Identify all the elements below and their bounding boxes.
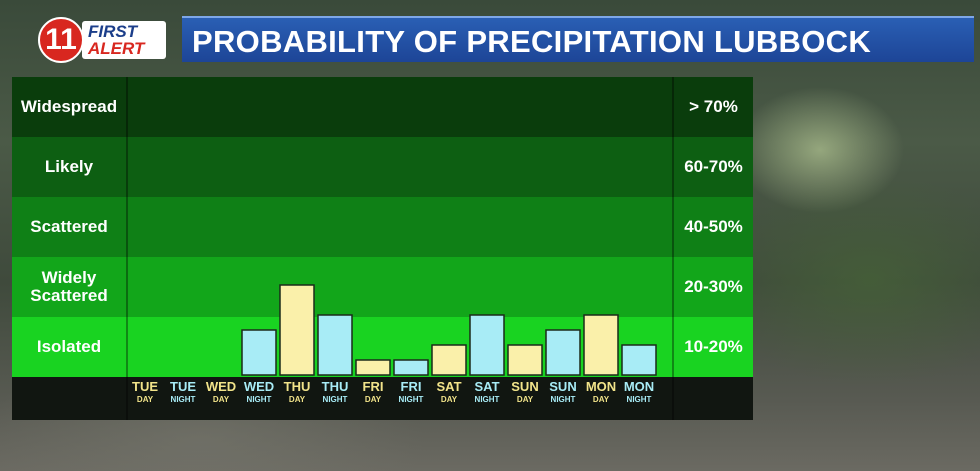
x-label-period: DAY [440,395,458,404]
divider-right [672,77,674,420]
band-range: 10-20% [684,337,743,357]
band-widely-scattered: Widely Scattered 20-30% [12,257,753,317]
x-label-day: SUN [549,379,577,394]
x-label-period: NIGHT [550,395,576,404]
x-label-thu-night: THU NIGHT [316,380,354,404]
title-bar: PROBABILITY OF PRECIPITATION LUBBOCK [182,16,974,62]
band-range: > 70% [689,97,738,117]
x-label-period: DAY [136,395,154,404]
logo-first: FIRST [88,22,138,41]
band-range: 40-50% [684,217,743,237]
x-label-day: SAT [436,379,462,394]
x-label-day: WED [243,379,275,394]
band-range: 20-30% [684,277,743,297]
x-label-period: DAY [364,395,382,404]
x-label-day: WED [205,379,237,394]
bar-wed-night [241,329,277,376]
bar-mon-night [621,344,657,376]
x-label-day: FRI [362,379,384,394]
bar-mon-day [583,314,619,376]
x-label-period: NIGHT [170,395,196,404]
x-label-day: TUE [170,379,196,394]
band-widespread: Widespread > 70% [12,77,753,137]
bar-thu-night [317,314,353,376]
chart-panel: Widespread > 70% Likely 60-70% Scattered 40-5… [12,77,753,420]
bar-fri-day [355,359,391,376]
x-label-day: MON [623,379,655,394]
x-label-tue-day: TUE DAY [126,380,164,404]
logo-number: 11 [38,17,84,63]
band-likely: Likely 60-70% [12,137,753,197]
band-label: Scattered [30,217,108,237]
x-label-day: SUN [511,379,539,394]
x-label-day: FRI [400,379,422,394]
band-label: Isolated [36,337,102,357]
logo-alert: ALERT [88,39,145,58]
x-label-mon-night: MON NIGHT [620,380,658,404]
band-label: Widely Scattered [30,268,108,305]
x-label-tue-night: TUE NIGHT [164,380,202,404]
bar-sat-day [431,344,467,376]
x-label-period: DAY [592,395,610,404]
x-label-period: NIGHT [626,395,652,404]
x-label-mon-day: MON DAY [582,380,620,404]
x-label-thu-day: THU DAY [278,380,316,404]
x-label-sat-day: SAT DAY [430,380,468,404]
bar-thu-day [279,284,315,376]
x-label-wed-day: WED DAY [202,380,240,404]
x-label-period: NIGHT [474,395,500,404]
x-label-sun-day: SUN DAY [506,380,544,404]
first-alert-logo: 11 FIRST ALERT [38,17,168,63]
x-label-fri-night: FRI NIGHT [392,380,430,404]
band-label: Widespread [20,97,118,117]
logo-wordmark: FIRST ALERT [82,21,166,59]
x-label-fri-day: FRI DAY [354,380,392,404]
bar-fri-night [393,359,429,376]
x-label-period: DAY [212,395,230,404]
band-scattered: Scattered 40-50% [12,197,753,257]
x-label-day: THU [321,379,349,394]
band-range: 60-70% [684,157,743,177]
x-label-period: NIGHT [398,395,424,404]
x-label-day: SAT [474,379,500,394]
x-label-sun-night: SUN NIGHT [544,380,582,404]
x-label-period: DAY [288,395,306,404]
bar-chart [241,284,657,376]
bar-sun-day [507,344,543,376]
x-label-day: TUE [132,379,158,394]
bar-sat-night [469,314,505,376]
x-label-period: DAY [516,395,534,404]
x-label-day: MON [585,379,617,394]
x-label-wed-night: WED NIGHT [240,380,278,404]
chart-title: PROBABILITY OF PRECIPITATION LUBBOCK [192,24,872,59]
bar-sun-night [545,329,581,376]
x-label-sat-night: SAT NIGHT [468,380,506,404]
x-label-period: NIGHT [246,395,272,404]
x-label-day: THU [283,379,311,394]
x-label-period: NIGHT [322,395,348,404]
band-label: Likely [44,157,94,177]
divider-left [126,77,128,420]
